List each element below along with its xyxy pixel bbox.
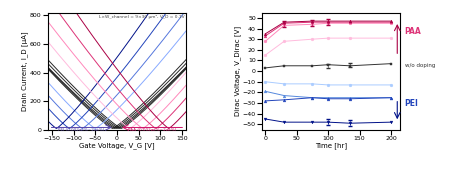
- Text: w/o doping: w/o doping: [404, 63, 435, 68]
- Text: PEI: PEI: [404, 99, 419, 108]
- Y-axis label: Dirac Voltage, V_Dirac [V]: Dirac Voltage, V_Dirac [V]: [235, 26, 241, 116]
- Text: PEI (0.002wt%~2wt%): PEI (0.002wt%~2wt%): [58, 128, 105, 132]
- Y-axis label: Drain Current, I_D [μA]: Drain Current, I_D [μA]: [22, 31, 28, 111]
- Text: L×W_channel = 9×30 μm², V_D = 0.1V: L×W_channel = 9×30 μm², V_D = 0.1V: [99, 15, 185, 19]
- Text: PAA: PAA: [404, 27, 421, 36]
- X-axis label: Time [hr]: Time [hr]: [315, 142, 347, 149]
- Text: PAA (0.002wt%~2wt%): PAA (0.002wt%~2wt%): [128, 128, 177, 132]
- X-axis label: Gate Voltage, V_G [V]: Gate Voltage, V_G [V]: [79, 142, 155, 149]
